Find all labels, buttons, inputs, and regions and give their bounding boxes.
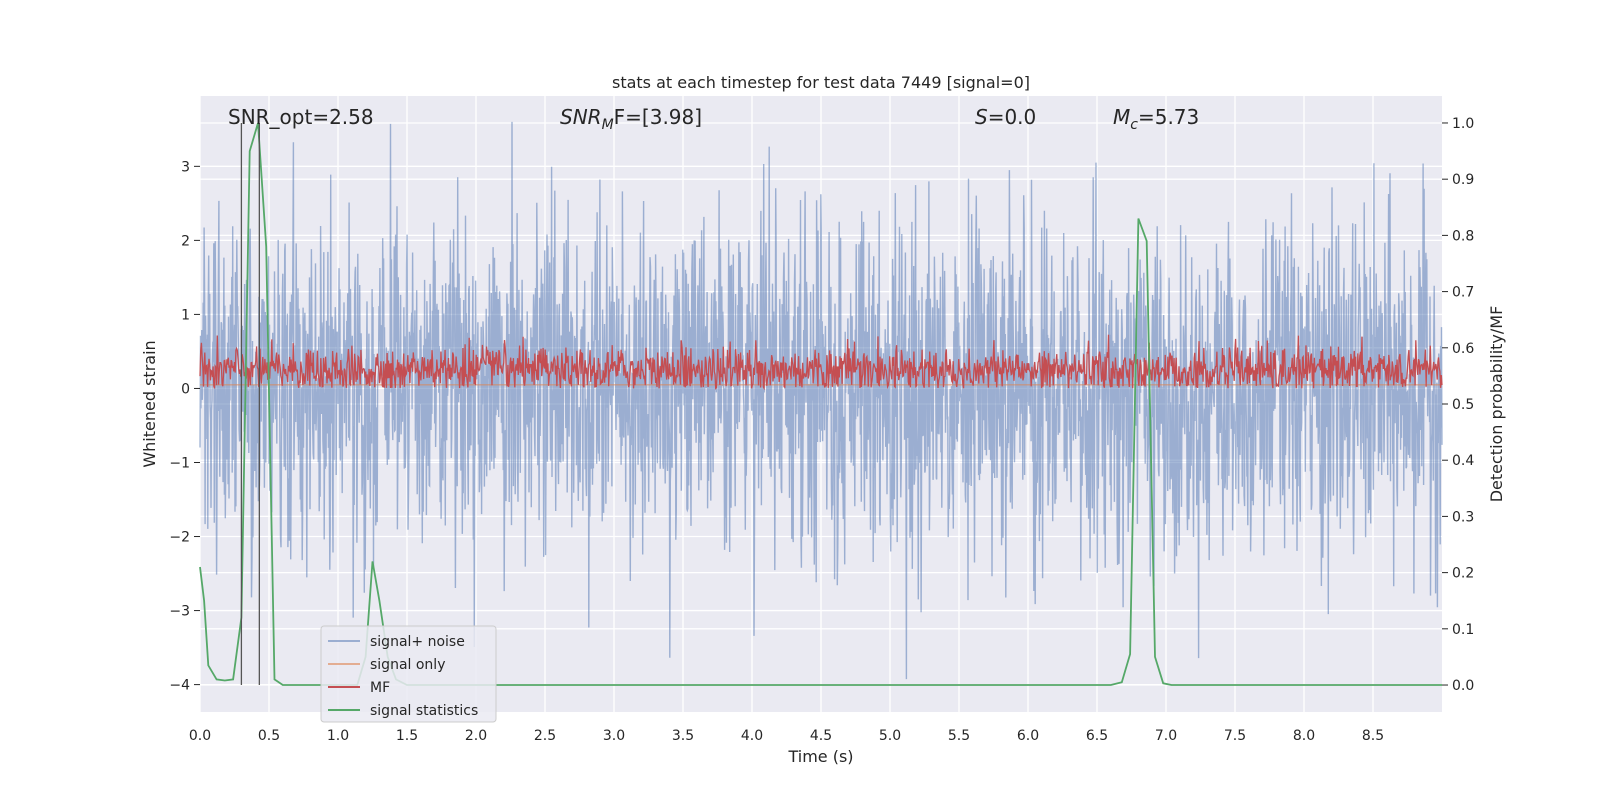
y-left-tick-label: 0	[181, 381, 190, 397]
y-right-axis-label: Detection probability/MF	[1487, 306, 1506, 503]
snr-mf-label: SNR	[560, 105, 602, 129]
y-left-tick-label: 3	[181, 159, 190, 175]
x-tick-label: 6.5	[1086, 728, 1108, 744]
y-right-tick-label: 0.2	[1452, 566, 1474, 582]
x-tick-label: 3.5	[672, 728, 694, 744]
y-right-tick-label: 0.3	[1452, 509, 1474, 525]
chart-title: stats at each timestep for test data 744…	[612, 73, 1030, 92]
snr-mf-rest: F=[3.98]	[614, 105, 702, 129]
y-right-tick-label: 0.7	[1452, 285, 1474, 301]
x-tick-label: 0.5	[258, 728, 280, 744]
annotation-s: S=0.0	[975, 105, 1036, 129]
x-tick-label: 7.0	[1155, 728, 1177, 744]
s-rest: =0.0	[988, 105, 1037, 129]
y-left-axis-ticks: −4 −3 −2 −1 0 1 2 3	[169, 159, 200, 694]
y-right-tick-label: 0.5	[1452, 397, 1474, 413]
y-left-tick-label: −1	[169, 455, 190, 471]
legend-label: MF	[370, 680, 390, 696]
legend-box	[320, 625, 497, 723]
series-line-mf	[199, 334, 1443, 391]
x-tick-label: 1.0	[327, 728, 349, 744]
y-right-axis-ticks: 0.0 0.1 0.2 0.3 0.4 0.5 0.6 0.7 0.8 0.9 1.0	[1442, 116, 1474, 694]
x-tick-label: 1.5	[396, 728, 418, 744]
y-right-tick-label: 1.0	[1452, 116, 1474, 132]
y-left-tick-label: −2	[169, 530, 190, 546]
y-right-tick-label: 0.1	[1452, 622, 1474, 638]
x-tick-label: 2.5	[534, 728, 556, 744]
y-left-tick-label: −4	[169, 678, 190, 694]
mc-sub: c	[1130, 117, 1138, 133]
y-right-tick-label: 0.0	[1452, 678, 1474, 694]
snr-mf-sub: M	[602, 117, 614, 133]
annotation-snr-mf: SNRMF=[3.98]	[560, 105, 702, 133]
legend-label: signal only	[370, 657, 445, 673]
series-layer	[199, 121, 1443, 686]
mc-label: M	[1113, 105, 1130, 129]
x-tick-label: 4.0	[741, 728, 763, 744]
annotation-mc: Mc=5.73	[1113, 105, 1199, 133]
x-tick-label: 3.0	[603, 728, 625, 744]
series-line-signal-statistics	[199, 122, 1442, 686]
x-tick-label: 5.0	[879, 728, 901, 744]
y-right-tick-label: 0.8	[1452, 228, 1474, 244]
x-tick-label: 6.0	[1017, 728, 1039, 744]
x-tick-label: 8.0	[1293, 728, 1315, 744]
y-left-axis-label: Whitened strain	[140, 340, 159, 467]
y-right-tick-label: 0.9	[1452, 172, 1474, 188]
y-left-tick-label: 2	[181, 233, 190, 249]
vertical-markers	[240, 122, 260, 686]
x-tick-label: 4.5	[810, 728, 832, 744]
x-tick-label: 8.5	[1362, 728, 1384, 744]
x-axis-label: Time (s)	[787, 747, 853, 766]
legend-label: signal statistics	[370, 703, 478, 719]
x-axis-ticks: 0.0 0.5 1.0 1.5 2.0 2.5 3.0 3.5 4.0 4.5 5.0 5.5 6.0 6…	[189, 728, 1384, 744]
annotation-snr-opt: SNR_opt=2.58	[228, 105, 374, 129]
legend-label: signal+ noise	[370, 634, 465, 650]
y-left-tick-label: 1	[181, 307, 190, 323]
legend-items: signal+ noise signal only MF signal statist…	[328, 634, 478, 719]
mc-rest: =5.73	[1138, 105, 1199, 129]
y-right-tick-label: 0.6	[1452, 341, 1474, 357]
legend: signal+ noise signal only MF signal statist…	[320, 625, 497, 723]
x-tick-label: 5.5	[948, 728, 970, 744]
x-tick-label: 2.0	[465, 728, 487, 744]
x-tick-label: 7.5	[1224, 728, 1246, 744]
y-right-tick-label: 0.4	[1452, 453, 1474, 469]
y-left-tick-label: −3	[169, 604, 190, 620]
x-tick-label: 0.0	[189, 728, 211, 744]
s-label: S	[975, 105, 988, 129]
series-line-signal-noise	[199, 121, 1443, 680]
